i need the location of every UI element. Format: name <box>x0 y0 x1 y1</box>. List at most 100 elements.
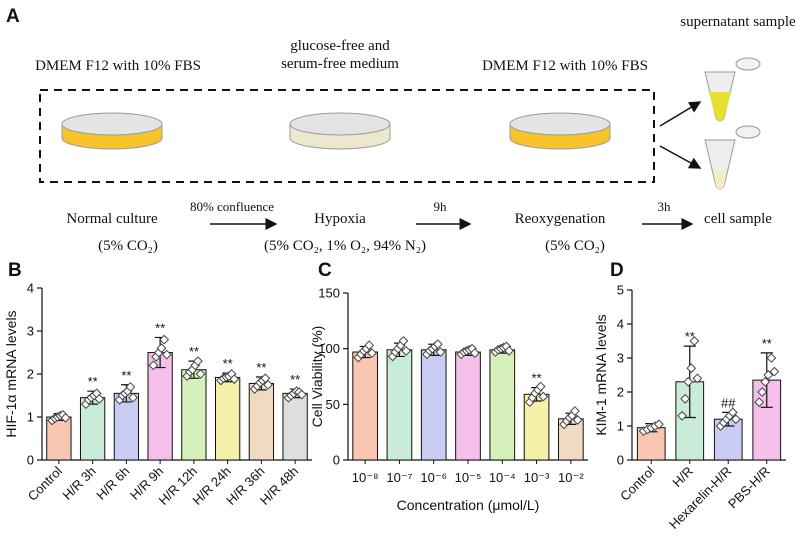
significance-label: ** <box>121 368 131 383</box>
y-tick-label: 5 <box>617 283 624 298</box>
bar <box>386 349 413 461</box>
significance-label: ## <box>721 395 736 410</box>
x-tick-label: 10⁻³ <box>524 470 550 485</box>
arrow <box>659 145 702 169</box>
dashed-box <box>39 89 655 183</box>
data-point <box>572 415 583 425</box>
data-point <box>364 340 375 351</box>
bar <box>455 351 481 461</box>
bar <box>181 369 207 461</box>
output-label: supernatant sample <box>680 14 796 30</box>
dish <box>289 112 391 150</box>
significance-label: ** <box>189 344 199 359</box>
y-tick-label: 3 <box>617 351 624 366</box>
y-tick-label: 100 <box>318 341 340 356</box>
significance-label: ** <box>762 336 772 351</box>
data-point <box>128 392 138 403</box>
data-point <box>677 410 688 421</box>
x-tick-label: Control <box>617 463 657 503</box>
data-point <box>156 343 167 354</box>
x-axis-title: Concentration (μmol/L) <box>397 497 540 513</box>
x-tick-label: H/R 6h <box>93 464 132 503</box>
step-condition: (5% CO₂, 1% O₂, 94% N₂) <box>264 238 426 254</box>
data-point <box>680 393 691 404</box>
bar <box>214 376 241 461</box>
y-axis-title: Cell Viability (%) <box>309 326 325 428</box>
data-point <box>535 381 546 392</box>
data-point <box>683 376 694 387</box>
panel-label: C <box>318 260 332 281</box>
x-tick-label: 10⁻⁵ <box>455 470 482 485</box>
x-tick-label: 10⁻⁴ <box>489 470 516 485</box>
data-point <box>60 412 71 423</box>
bar <box>79 397 106 461</box>
tube <box>704 125 761 190</box>
y-tick-label: 1 <box>27 410 34 425</box>
data-point <box>754 397 765 408</box>
y-tick-label: 150 <box>318 286 340 301</box>
data-point <box>689 336 700 346</box>
panel-label: A <box>6 6 20 27</box>
y-tick-label: 50 <box>326 397 340 412</box>
data-point <box>94 394 105 404</box>
step-condition: (5% CO₂) <box>98 238 158 254</box>
bar <box>147 352 173 461</box>
x-tick-label: 10⁻² <box>558 470 584 485</box>
data-point <box>161 349 172 360</box>
schematic: A DMEM F12 with 10% FBS glucose-free and… <box>6 6 796 254</box>
dish <box>61 112 163 150</box>
significance-label: ** <box>88 374 98 389</box>
data-point <box>757 387 768 397</box>
data-point <box>367 348 377 359</box>
data-point <box>195 369 206 379</box>
data-point <box>763 370 774 380</box>
bar <box>248 382 275 461</box>
data-point <box>653 419 664 430</box>
data-point <box>398 335 409 346</box>
x-tick-label: H/R <box>669 464 695 490</box>
tube <box>704 57 761 122</box>
panel-label: B <box>8 260 22 281</box>
medium: DMEM F12 with 10% FBS <box>35 58 201 74</box>
step-condition: (5% CO₂) <box>545 238 605 254</box>
step-name: Hypoxia <box>314 211 366 227</box>
data-point <box>570 406 580 416</box>
medium: glucose-free and <box>290 38 390 54</box>
data-point <box>159 334 170 345</box>
data-point <box>730 414 741 425</box>
data-point <box>263 379 273 390</box>
data-point <box>504 345 514 356</box>
y-tick-label: 4 <box>617 317 624 332</box>
x-tick-label: 10⁻⁶ <box>420 470 447 485</box>
data-point <box>760 376 771 387</box>
bar <box>352 351 378 461</box>
bar <box>420 349 447 461</box>
bar <box>113 392 140 461</box>
data-point <box>229 374 240 385</box>
transition-label: 3h <box>658 199 672 214</box>
data-point <box>686 363 697 374</box>
y-axis-title: HIF-1α mRNA levels <box>3 310 19 437</box>
bar <box>46 416 72 461</box>
x-tick-label: 10⁻⁷ <box>386 470 412 485</box>
data-point <box>296 389 307 400</box>
y-tick-label: 2 <box>617 385 624 400</box>
significance-label: ** <box>155 320 165 335</box>
significance-label: ** <box>256 360 266 375</box>
data-point <box>766 353 777 363</box>
y-tick-label: 4 <box>27 281 34 296</box>
y-tick-label: 2 <box>27 367 34 382</box>
significance-label: ** <box>290 372 300 387</box>
y-tick-label: 0 <box>617 453 624 468</box>
y-tick-label: 0 <box>333 453 340 468</box>
data-point <box>432 339 443 350</box>
data-point <box>769 366 780 377</box>
data-point <box>538 391 549 402</box>
x-tick-label: H/R 3h <box>60 464 99 503</box>
y-tick-label: 0 <box>27 453 34 468</box>
data-point <box>727 407 738 418</box>
data-point <box>125 381 136 392</box>
significance-label: ** <box>223 356 233 371</box>
significance-label: ** <box>532 371 542 386</box>
x-tick-label: H/R 48h <box>257 464 301 508</box>
